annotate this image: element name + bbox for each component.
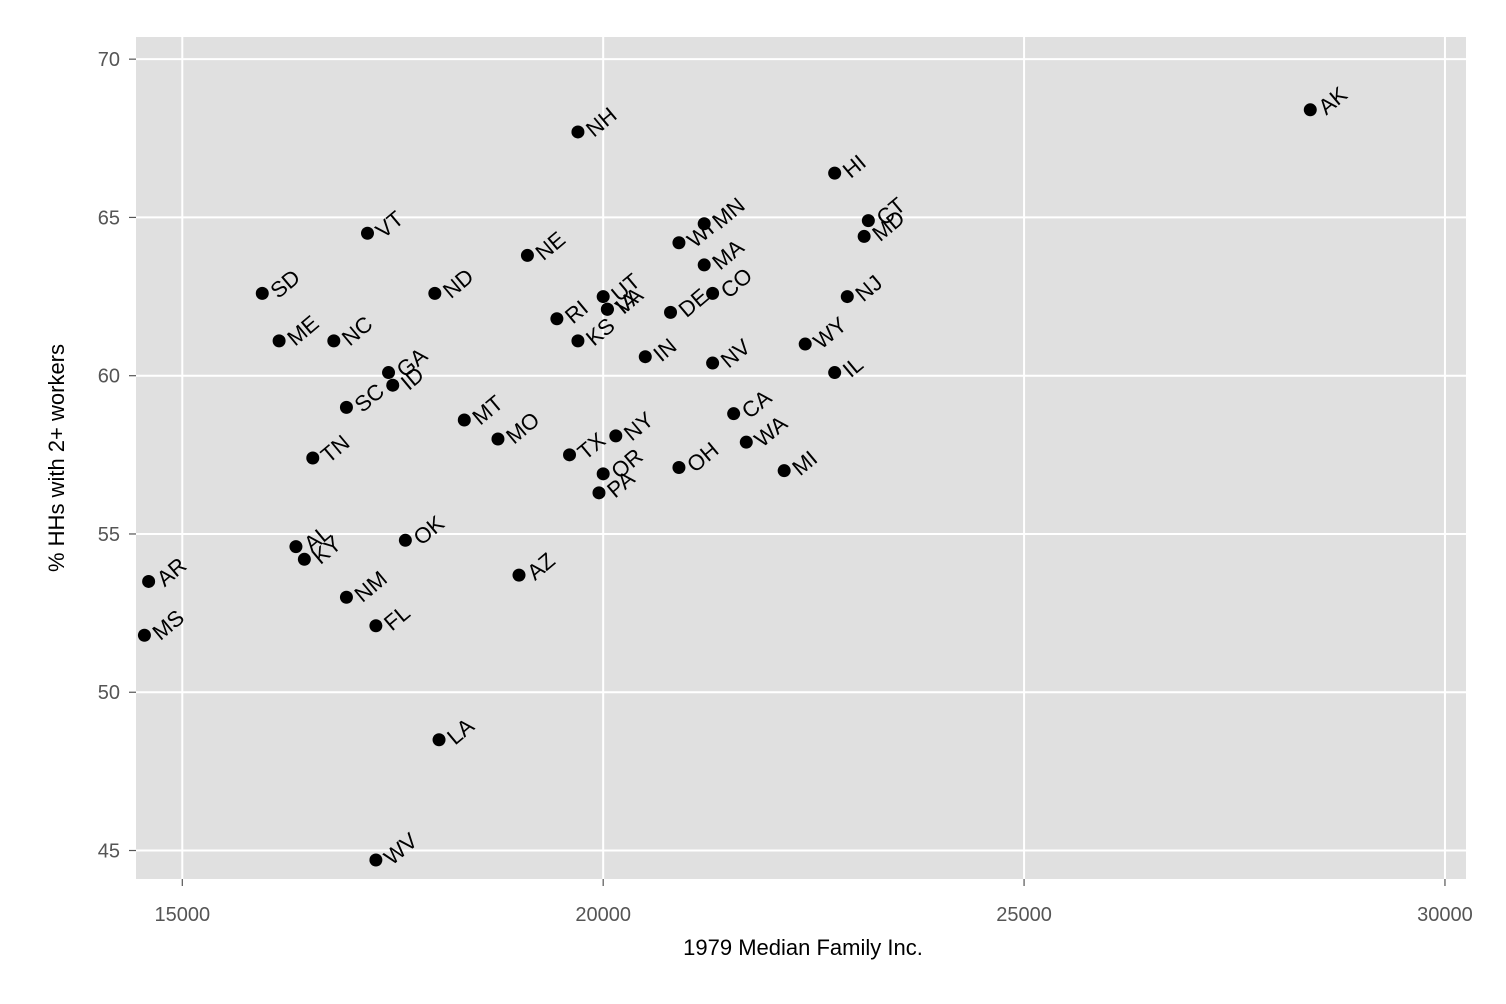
data-point xyxy=(739,435,753,449)
data-point xyxy=(596,290,610,304)
data-point xyxy=(491,432,505,446)
data-point xyxy=(457,413,471,427)
data-point xyxy=(512,568,526,582)
grid-lines xyxy=(136,37,1466,879)
x-tick-label: 25000 xyxy=(996,904,1052,926)
data-point xyxy=(289,540,303,554)
y-tick-label: 60 xyxy=(98,366,120,388)
x-tick-label: 15000 xyxy=(154,904,210,926)
data-point xyxy=(727,407,741,421)
data-point xyxy=(382,366,396,380)
x-tick-label: 20000 xyxy=(575,904,631,926)
data-point xyxy=(592,486,606,500)
data-point xyxy=(398,533,412,547)
axis-ticks: 15000 20000 25000 30000 45 50 55 60 65 70 xyxy=(98,49,1473,926)
data-point xyxy=(840,290,854,304)
data-point xyxy=(828,166,842,180)
y-tick-label: 65 xyxy=(98,207,120,229)
data-point xyxy=(861,214,875,228)
y-tick-label: 55 xyxy=(98,524,120,546)
data-point xyxy=(360,226,374,240)
data-point xyxy=(297,552,311,566)
data-point xyxy=(777,464,791,478)
data-point xyxy=(327,334,341,348)
data-point xyxy=(706,356,720,370)
data-point xyxy=(596,467,610,481)
data-point xyxy=(272,334,286,348)
data-point xyxy=(672,460,686,474)
data-point xyxy=(306,451,320,465)
data-point xyxy=(706,286,720,300)
data-point xyxy=(428,286,442,300)
data-point xyxy=(1303,103,1317,117)
y-tick-label: 45 xyxy=(98,841,120,863)
data-point xyxy=(339,590,353,604)
data-point xyxy=(697,217,711,231)
data-point xyxy=(520,248,534,262)
data-point xyxy=(798,337,812,351)
data-point xyxy=(600,302,614,316)
data-point xyxy=(432,733,446,747)
data-point xyxy=(142,574,156,588)
plot-panel xyxy=(136,37,1466,879)
data-point xyxy=(386,378,400,392)
data-point xyxy=(828,366,842,380)
data-point xyxy=(664,305,678,319)
data-point xyxy=(369,619,383,633)
data-point xyxy=(571,125,585,139)
y-tick-label: 70 xyxy=(98,49,120,71)
data-point xyxy=(857,229,871,243)
data-point xyxy=(672,236,686,250)
x-axis-title: 1979 Median Family Inc. xyxy=(683,935,923,960)
y-tick-label: 50 xyxy=(98,682,120,704)
data-point xyxy=(571,334,585,348)
y-axis-title: % HHs with 2+ workers xyxy=(44,344,69,572)
data-point xyxy=(697,258,711,272)
data-point xyxy=(563,448,577,462)
data-point xyxy=(137,628,151,642)
data-point xyxy=(369,853,383,867)
data-point xyxy=(638,350,652,364)
data-point xyxy=(609,429,623,443)
data-point xyxy=(255,286,269,300)
data-point xyxy=(550,312,564,326)
x-tick-label: 30000 xyxy=(1417,904,1473,926)
data-point xyxy=(339,400,353,414)
